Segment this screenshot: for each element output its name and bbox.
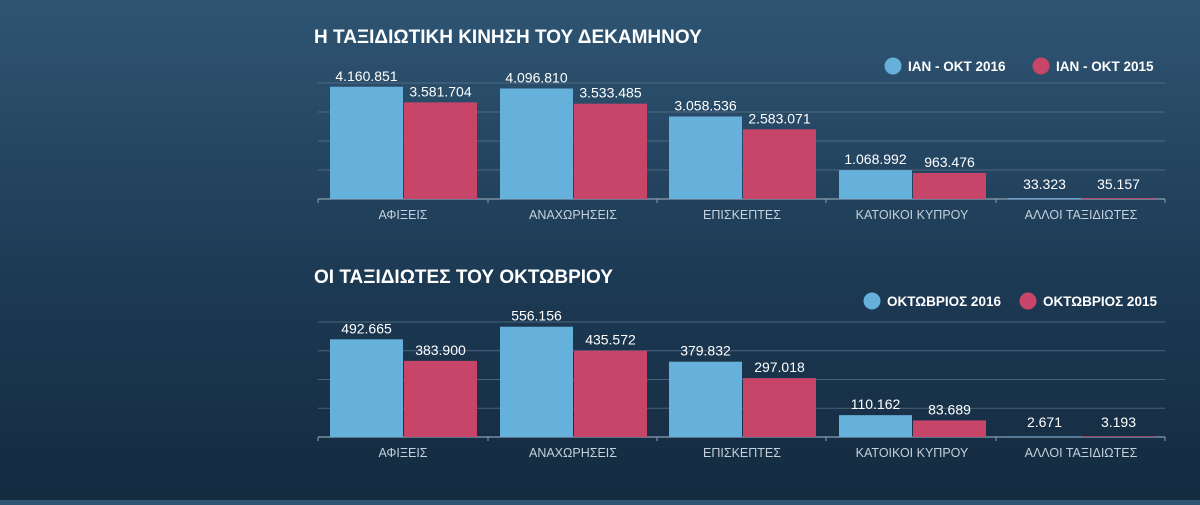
data-label: 2.671 (1027, 414, 1062, 430)
data-label: 963.476 (924, 154, 975, 170)
data-label: 556.156 (511, 308, 562, 324)
legend-label: ΙΑΝ - ΟΚΤ 2015 (1056, 59, 1154, 74)
data-label: 35.157 (1097, 176, 1140, 192)
data-label: 379.832 (680, 343, 731, 359)
bar (913, 173, 986, 199)
data-label: 2.583.071 (748, 110, 810, 126)
ten-month-chart: Η ΤΑΞΙΔΙΩΤΙΚΗ ΚΙΝΗΣΗ ΤΟΥ ΔΕΚΑΜΗΝΟΥ ΙΑΝ -… (314, 27, 1166, 222)
legend-label: ΙΑΝ - ΟΚΤ 2016 (908, 59, 1006, 74)
bar (1008, 436, 1081, 437)
bar (1008, 198, 1081, 199)
category-label: ΚΑΤΟΙΚΟΙ ΚΥΠΡΟΥ (856, 208, 969, 222)
category-label: ΑΝΑΧΩΡΗΣΕΙΣ (529, 208, 617, 222)
category-label: ΑΦΙΞΕΙΣ (378, 208, 427, 222)
legend-swatch (884, 57, 902, 75)
data-label: 4.096.810 (505, 69, 567, 85)
bar (669, 361, 742, 437)
data-label: 435.572 (585, 332, 636, 348)
category-label: ΕΠΙΣΚΕΠΤΕΣ (703, 446, 781, 460)
category-label: ΑΦΙΞΕΙΣ (378, 446, 427, 460)
category-label: ΕΠΙΣΚΕΠΤΕΣ (703, 208, 781, 222)
bar (574, 350, 647, 437)
bar (404, 360, 477, 437)
data-label: 3.533.485 (579, 85, 641, 101)
bar (743, 378, 816, 437)
legend-swatch (863, 292, 881, 310)
bar (330, 339, 403, 437)
bar (1082, 198, 1155, 199)
bar (1082, 436, 1155, 437)
data-label: 4.160.851 (335, 68, 397, 84)
legend-label: ΟΚΤΩΒΡΙΟΣ 2015 (1043, 294, 1157, 309)
bar (743, 129, 816, 199)
bar (913, 420, 986, 437)
legend-swatch (1019, 292, 1037, 310)
bar (330, 86, 403, 199)
bar (500, 326, 573, 437)
data-label: 297.018 (754, 359, 805, 375)
legend-swatch (1032, 57, 1050, 75)
category-label: ΑΛΛΟΙ ΤΑΞΙΔΙΩΤΕΣ (1025, 446, 1138, 460)
data-label: 492.665 (341, 320, 392, 336)
data-label: 1.068.992 (844, 151, 906, 167)
bar (404, 102, 477, 199)
legend-label: ΟΚΤΩΒΡΙΟΣ 2016 (887, 294, 1001, 309)
bar (839, 415, 912, 437)
data-label: 3.581.704 (409, 83, 471, 99)
data-label: 383.900 (415, 342, 466, 358)
data-label: 33.323 (1023, 176, 1066, 192)
chart-title: Η ΤΑΞΙΔΙΩΤΙΚΗ ΚΙΝΗΣΗ ΤΟΥ ΔΕΚΑΜΗΝΟΥ (314, 27, 702, 48)
chart-title: ΟΙ ΤΑΞΙΔΙΩΤΕΣ ΤΟΥ ΟΚΤΩΒΡΙΟΥ (314, 267, 613, 288)
category-label: ΚΑΤΟΙΚΟΙ ΚΥΠΡΟΥ (856, 446, 969, 460)
bar (574, 103, 647, 199)
bar (839, 170, 912, 199)
category-label: ΑΛΛΟΙ ΤΑΞΙΔΙΩΤΕΣ (1025, 208, 1138, 222)
bar (669, 116, 742, 199)
category-label: ΑΝΑΧΩΡΗΣΕΙΣ (529, 446, 617, 460)
october-chart: ΟΙ ΤΑΞΙΔΙΩΤΕΣ ΤΟΥ ΟΚΤΩΒΡΙΟΥ ΟΚΤΩΒΡΙΟΣ 20… (314, 267, 1166, 460)
data-label: 110.162 (851, 396, 901, 412)
data-label: 3.193 (1101, 414, 1136, 430)
data-label: 83.689 (928, 401, 971, 417)
bar (500, 88, 573, 199)
data-label: 3.058.536 (674, 97, 736, 113)
